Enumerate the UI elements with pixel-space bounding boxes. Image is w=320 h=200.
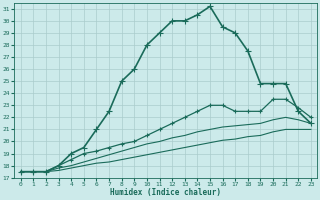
X-axis label: Humidex (Indice chaleur): Humidex (Indice chaleur) bbox=[110, 188, 221, 197]
